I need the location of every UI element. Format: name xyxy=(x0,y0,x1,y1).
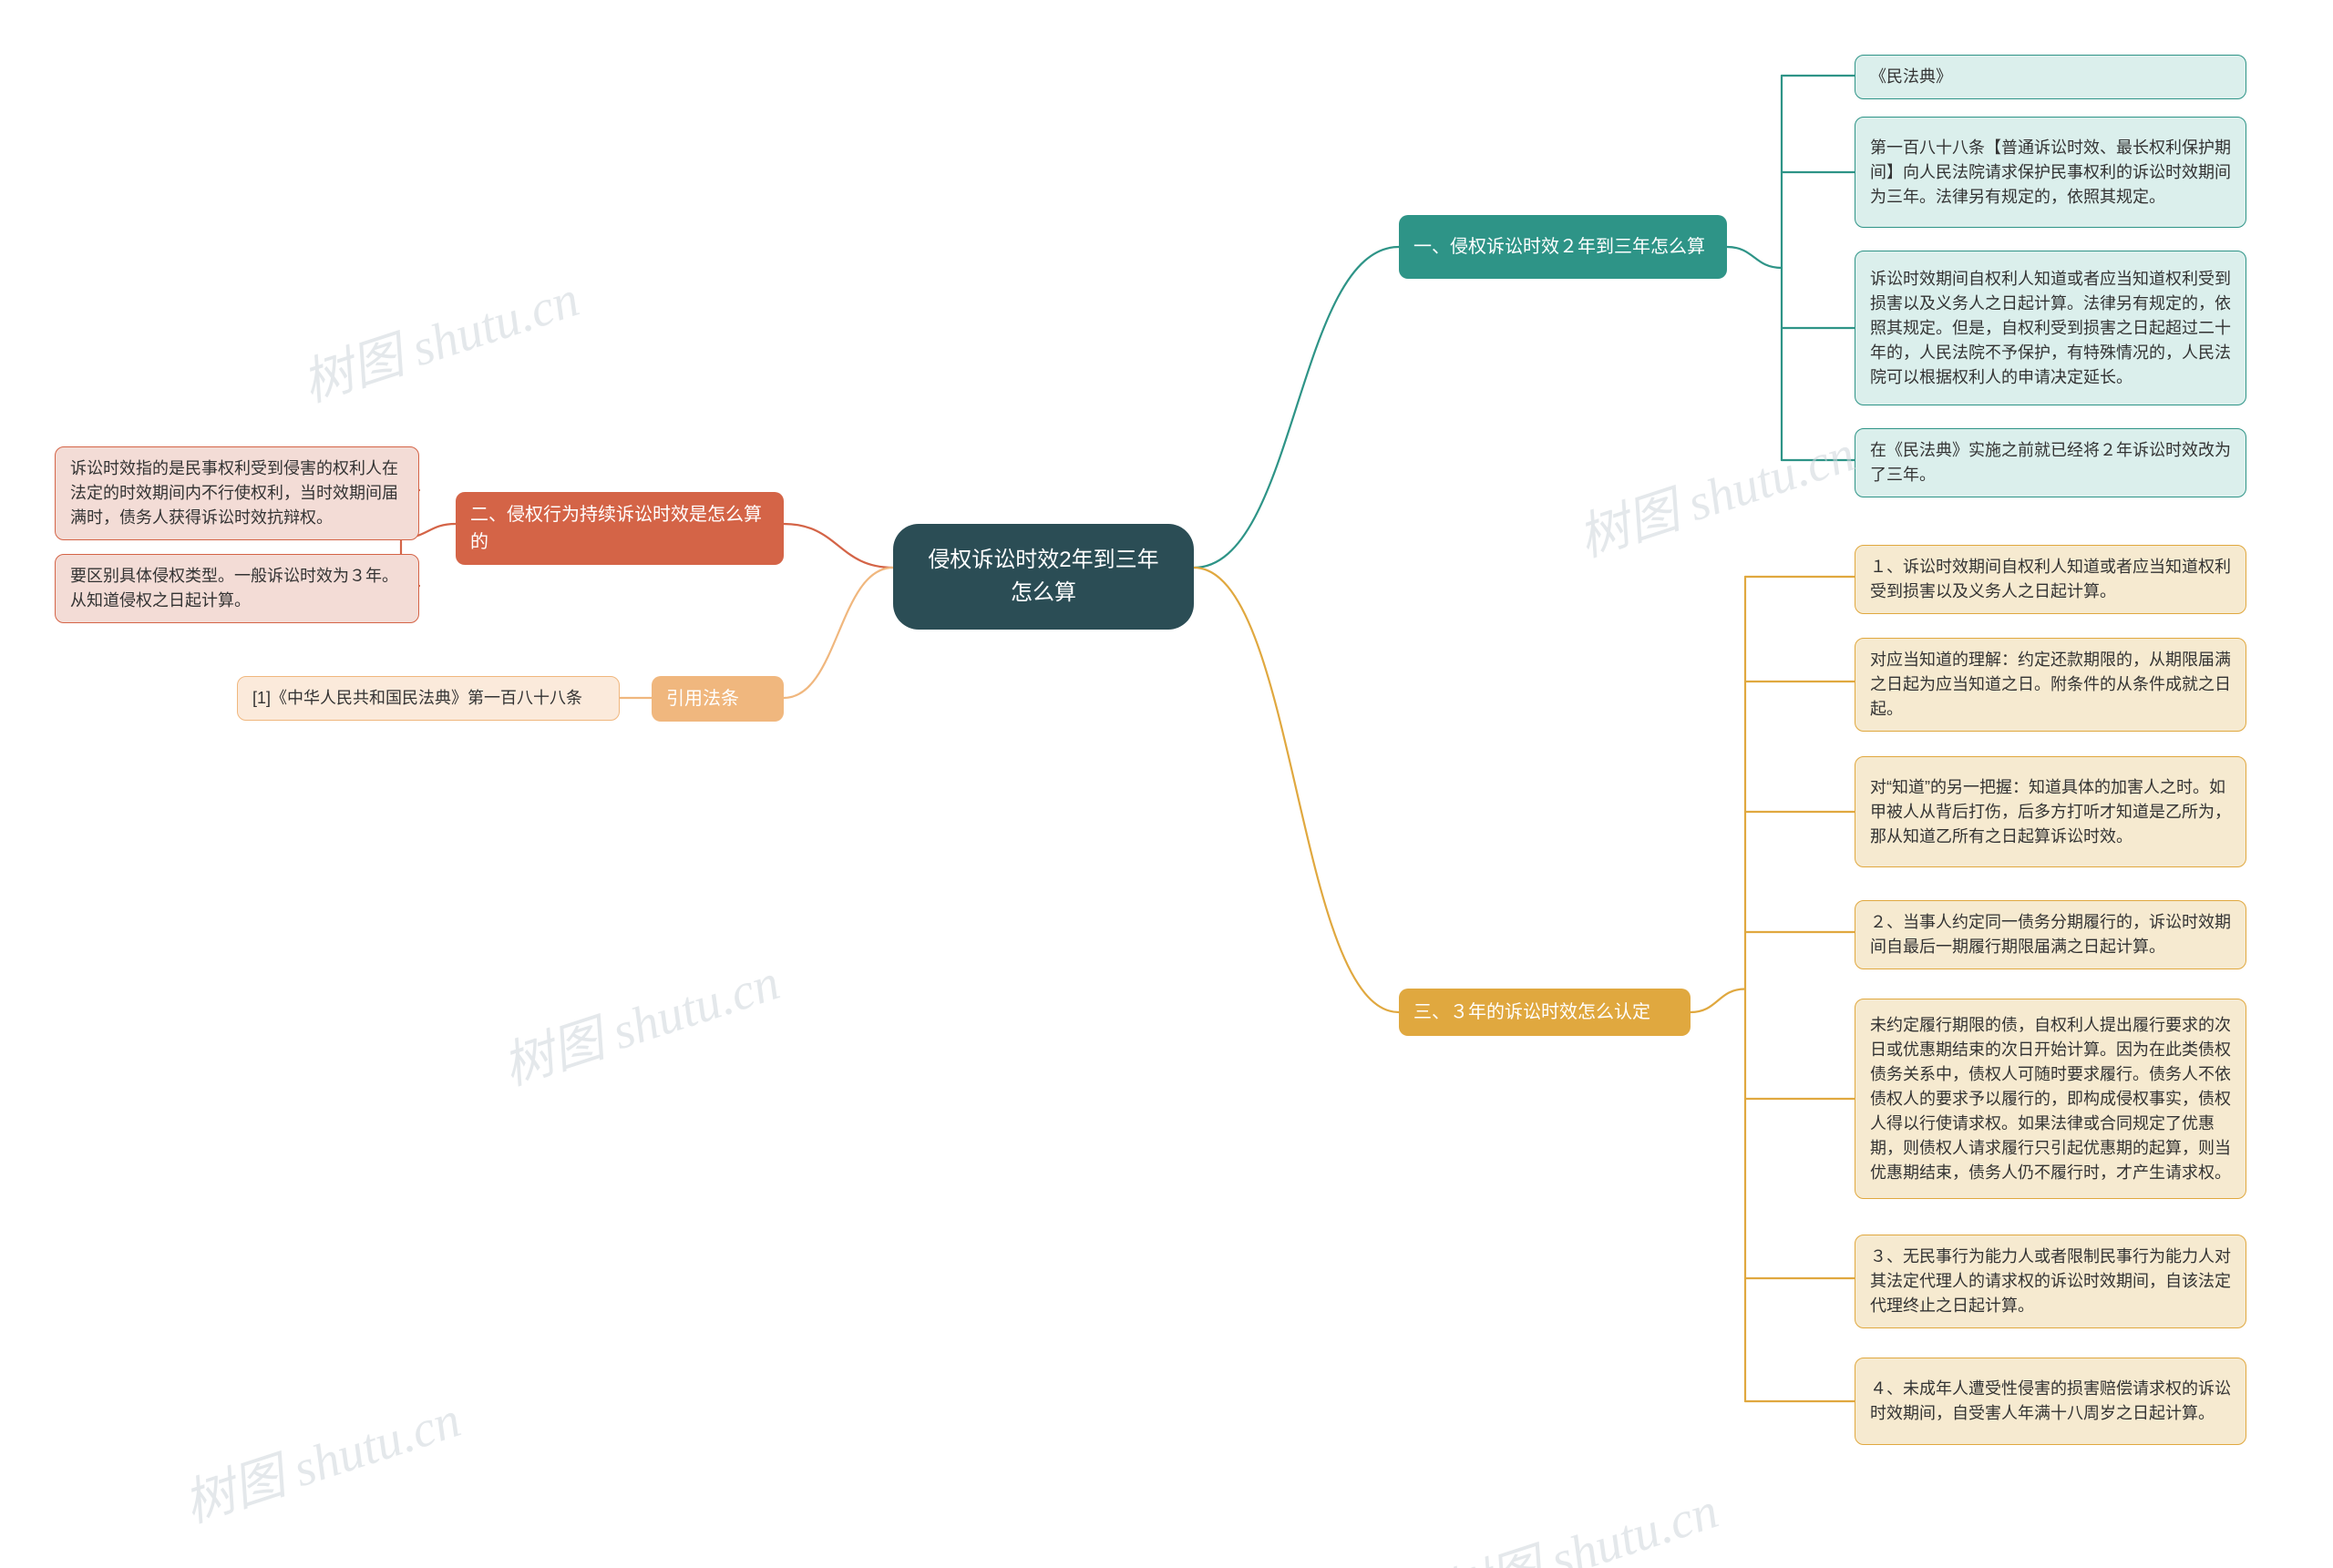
leaf-b1l1: 《民法典》 xyxy=(1855,55,2246,99)
leaf-b3l7: ４、未成年人遭受性侵害的损害赔偿请求权的诉讼时效期间，自受害人年满十八周岁之日起… xyxy=(1855,1358,2246,1445)
leaf-b3l1: １、诉讼时效期间自权利人知道或者应当知道权利受到损害以及义务人之日起计算。 xyxy=(1855,545,2246,614)
branch-b2-label: 二、侵权行为持续诉讼时效是怎么算的 xyxy=(470,501,769,556)
branch-b3-label: 三、３年的诉讼时效怎么认定 xyxy=(1413,999,1650,1026)
leaf-b2l2-label: 要区别具体侵权类型。一般诉讼时效为３年。从知道侵权之日起计算。 xyxy=(70,564,404,613)
watermark-2: 树图 shutu.cn xyxy=(492,941,787,1100)
leaf-b1l4: 在《民法典》实施之前就已经将２年诉讼时效改为了三年。 xyxy=(1855,428,2246,497)
branch-b3: 三、３年的诉讼时效怎么认定 xyxy=(1399,989,1691,1036)
leaf-b4l1-label: [1]《中华人民共和国民法典》第一百八十八条 xyxy=(252,686,582,711)
leaf-b3l5: 未约定履行期限的债，自权利人提出履行要求的次日或优惠期结束的次日开始计算。因为在… xyxy=(1855,999,2246,1199)
branch-b1: 一、侵权诉讼时效２年到三年怎么算 xyxy=(1399,215,1727,279)
leaf-b3l4: ２、当事人约定同一债务分期履行的，诉讼时效期间自最后一期履行期限届满之日起计算。 xyxy=(1855,900,2246,969)
branch-b4: 引用法条 xyxy=(652,676,784,722)
watermark-0: 树图 shutu.cn xyxy=(292,258,587,416)
leaf-b3l5-label: 未约定履行期限的债，自权利人提出履行要求的次日或优惠期结束的次日开始计算。因为在… xyxy=(1870,1013,2231,1185)
leaf-b1l3: 诉讼时效期间自权利人知道或者应当知道权利受到损害以及义务人之日起计算。法律另有规… xyxy=(1855,251,2246,405)
root-label: 侵权诉讼时效2年到三年怎么算 xyxy=(919,544,1168,610)
watermark-3: 树图 shutu.cn xyxy=(173,1378,468,1537)
leaf-b3l3: 对“知道”的另一把握：知道具体的加害人之时。如甲被人从背后打伤，后多方打听才知道… xyxy=(1855,756,2246,867)
leaf-b4l1: [1]《中华人民共和国民法典》第一百八十八条 xyxy=(237,676,620,721)
watermark-4: 树图 shutu.cn xyxy=(1431,1470,1726,1568)
root-node: 侵权诉讼时效2年到三年怎么算 xyxy=(893,524,1194,630)
leaf-b1l4-label: 在《民法典》实施之前就已经将２年诉讼时效改为了三年。 xyxy=(1870,438,2231,487)
leaf-b2l1: 诉讼时效指的是民事权利受到侵害的权利人在法定的时效期间内不行使权利，当时效期间届… xyxy=(55,446,419,540)
leaf-b3l4-label: ２、当事人约定同一债务分期履行的，诉讼时效期间自最后一期履行期限届满之日起计算。 xyxy=(1870,910,2231,959)
leaf-b1l1-label: 《民法典》 xyxy=(1870,65,1952,89)
leaf-b3l6-label: ３、无民事行为能力人或者限制民事行为能力人对其法定代理人的请求权的诉讼时效期间，… xyxy=(1870,1245,2231,1318)
branch-b2: 二、侵权行为持续诉讼时效是怎么算的 xyxy=(456,492,784,565)
leaf-b2l1-label: 诉讼时效指的是民事权利受到侵害的权利人在法定的时效期间内不行使权利，当时效期间届… xyxy=(70,456,404,530)
diagram-canvas: { "type": "mindmap", "canvas": { "width"… xyxy=(0,0,2333,1568)
leaf-b3l2: 对应当知道的理解：约定还款期限的，从期限届满之日起为应当知道之日。附条件的从条件… xyxy=(1855,638,2246,732)
branch-b1-label: 一、侵权诉讼时效２年到三年怎么算 xyxy=(1413,233,1705,261)
leaf-b1l3-label: 诉讼时效期间自权利人知道或者应当知道权利受到损害以及义务人之日起计算。法律另有规… xyxy=(1870,267,2231,390)
leaf-b1l2: 第一百八十八条【普通诉讼时效、最长权利保护期间】向人民法院请求保护民事权利的诉讼… xyxy=(1855,117,2246,228)
leaf-b3l2-label: 对应当知道的理解：约定还款期限的，从期限届满之日起为应当知道之日。附条件的从条件… xyxy=(1870,648,2231,722)
watermark-1: 树图 shutu.cn xyxy=(1567,413,1863,571)
leaf-b3l7-label: ４、未成年人遭受性侵害的损害赔偿请求权的诉讼时效期间，自受害人年满十八周岁之日起… xyxy=(1870,1377,2231,1426)
leaf-b3l3-label: 对“知道”的另一把握：知道具体的加害人之时。如甲被人从背后打伤，后多方打听才知道… xyxy=(1870,775,2231,849)
leaf-b3l6: ３、无民事行为能力人或者限制民事行为能力人对其法定代理人的请求权的诉讼时效期间，… xyxy=(1855,1235,2246,1328)
branch-b4-label: 引用法条 xyxy=(666,685,739,712)
leaf-b1l2-label: 第一百八十八条【普通诉讼时效、最长权利保护期间】向人民法院请求保护民事权利的诉讼… xyxy=(1870,136,2231,210)
leaf-b3l1-label: １、诉讼时效期间自权利人知道或者应当知道权利受到损害以及义务人之日起计算。 xyxy=(1870,555,2231,604)
leaf-b2l2: 要区别具体侵权类型。一般诉讼时效为３年。从知道侵权之日起计算。 xyxy=(55,554,419,623)
